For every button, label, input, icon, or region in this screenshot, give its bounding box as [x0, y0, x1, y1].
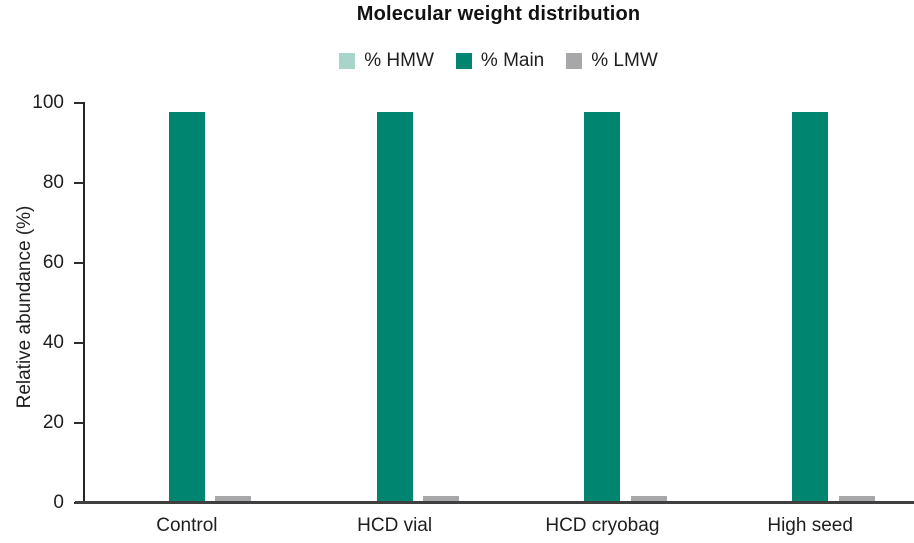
y-tick-label-40: 40 — [42, 332, 64, 353]
legend-swatch-main — [455, 53, 472, 69]
bar-main-hcd-cryobag — [584, 112, 621, 503]
legend-item-lmw: % LMW — [566, 50, 658, 72]
legend-swatch-hmw — [339, 53, 356, 69]
chart-title: Molecular weight distribution — [356, 3, 641, 25]
x-tick-label-high-seed: High seed — [767, 515, 853, 536]
bar-main-control — [168, 112, 205, 503]
x-tick-label-hcd-vial: HCD vial — [357, 515, 433, 536]
legend-item-label: % LMW — [591, 50, 658, 71]
legend-item-hmw: % HMW — [339, 50, 434, 72]
legend-item-label: % Main — [480, 50, 545, 71]
y-tick-label-20: 20 — [42, 412, 64, 433]
bar-lmw-hcd-cryobag — [630, 495, 667, 503]
y-tick-mark-20 — [74, 422, 83, 424]
bar-lmw-control — [215, 495, 252, 503]
bar-lmw-hcd-vial — [423, 495, 460, 503]
y-tick-mark-60 — [74, 262, 83, 264]
x-tick-label-hcd-cryobag: HCD cryobag — [545, 515, 660, 536]
legend: % HMW % Main % LMW — [83, 50, 914, 72]
bar-main-high-seed — [792, 112, 829, 503]
y-tick-label-100: 100 — [32, 92, 64, 113]
y-tick-label-0: 0 — [53, 492, 64, 513]
y-tick-label-80: 80 — [42, 172, 64, 193]
y-tick-mark-40 — [74, 342, 83, 344]
bar-main-hcd-vial — [376, 112, 413, 503]
legend-item-label: % HMW — [364, 50, 434, 71]
bar-lmw-high-seed — [838, 495, 875, 503]
y-tick-mark-80 — [74, 182, 83, 184]
legend-swatch-lmw — [566, 53, 583, 69]
y-tick-label-60: 60 — [42, 252, 64, 273]
y-tick-mark-100 — [74, 102, 83, 104]
y-axis-line — [83, 102, 85, 503]
x-axis-line — [75, 501, 914, 504]
legend-item-main: % Main — [455, 50, 545, 72]
x-tick-label-control: Control — [156, 515, 218, 536]
